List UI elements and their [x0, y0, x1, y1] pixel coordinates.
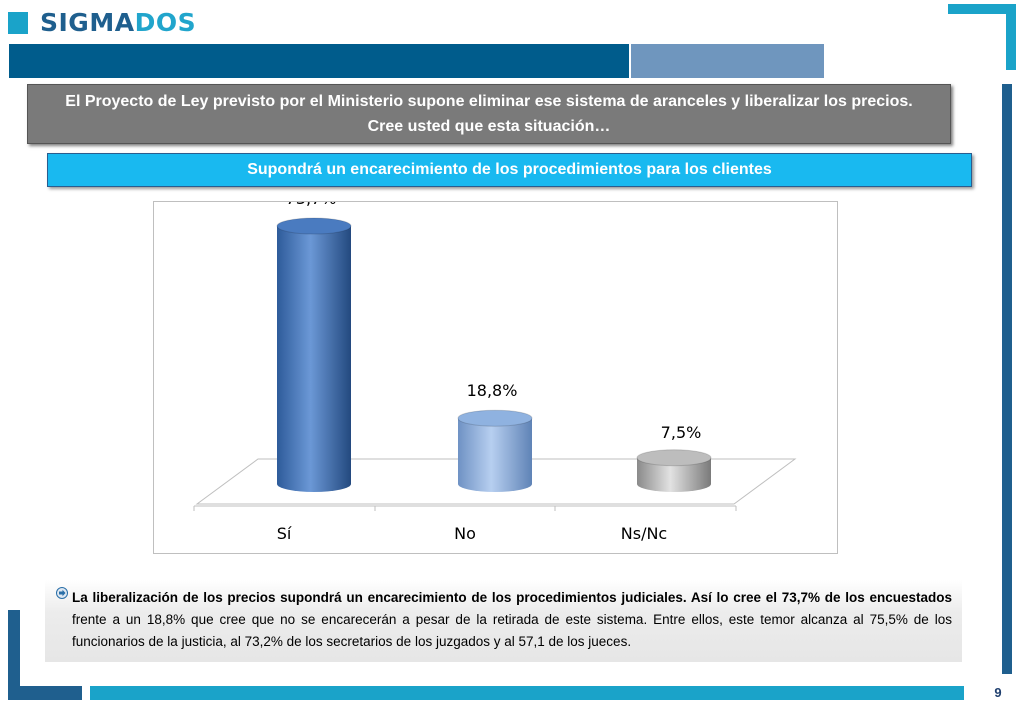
summary-normal: frente a un 18,8% que cree que no se enc… — [72, 612, 952, 649]
category-label: No — [454, 524, 476, 543]
logo: SIGMADOS — [40, 8, 196, 37]
page-number: 9 — [994, 685, 1002, 700]
bar-top — [276, 217, 352, 235]
bar-chart: 73,7% 18,8% 7,5% Sí No Ns/Nc — [193, 202, 797, 543]
footer-bar — [90, 686, 964, 700]
data-labels: 73,7% 18,8% 7,5% — [286, 202, 702, 442]
right-side-strip — [1002, 84, 1012, 674]
header-bar-light — [631, 44, 824, 78]
data-label: 18,8% — [467, 381, 518, 400]
category-label: Ns/Nc — [621, 524, 667, 543]
bar-top — [457, 409, 533, 427]
category-label: Sí — [277, 524, 292, 543]
corner-decoration-top — [948, 4, 1016, 70]
question-box: El Proyecto de Ley previsto por el Minis… — [27, 84, 951, 144]
category-labels: Sí No Ns/Nc — [277, 524, 668, 543]
bar-body — [277, 226, 351, 493]
arrow-bullet-icon — [56, 587, 68, 599]
bar-no — [457, 409, 533, 492]
data-label: 73,7% — [286, 202, 337, 208]
bar-top — [636, 449, 712, 467]
corner-decoration-bottom — [8, 610, 20, 700]
bar-body — [637, 457, 711, 492]
bar-series — [276, 217, 712, 493]
bar-ns-nc — [636, 449, 712, 492]
logo-text-part2: DOS — [134, 8, 197, 37]
question-text: El Proyecto de Ley previsto por el Minis… — [65, 93, 913, 135]
chart-container: 73,7% 18,8% 7,5% Sí No Ns/Nc — [153, 201, 838, 554]
logo-text-part1: SIGMA — [40, 8, 135, 37]
bar-s- — [276, 217, 352, 493]
summary-text: La liberalización de los precios supondr… — [72, 587, 952, 653]
answer-subtitle: Supondrá un encarecimiento de los proced… — [47, 153, 972, 187]
summary-bold: La liberalización de los precios supondr… — [72, 590, 952, 605]
header-bar-dark — [9, 44, 629, 78]
bar-body — [458, 418, 532, 492]
footer-bar-left — [8, 686, 82, 700]
summary-box — [45, 580, 962, 662]
logo-mark — [8, 12, 28, 34]
data-label: 7,5% — [661, 423, 702, 442]
